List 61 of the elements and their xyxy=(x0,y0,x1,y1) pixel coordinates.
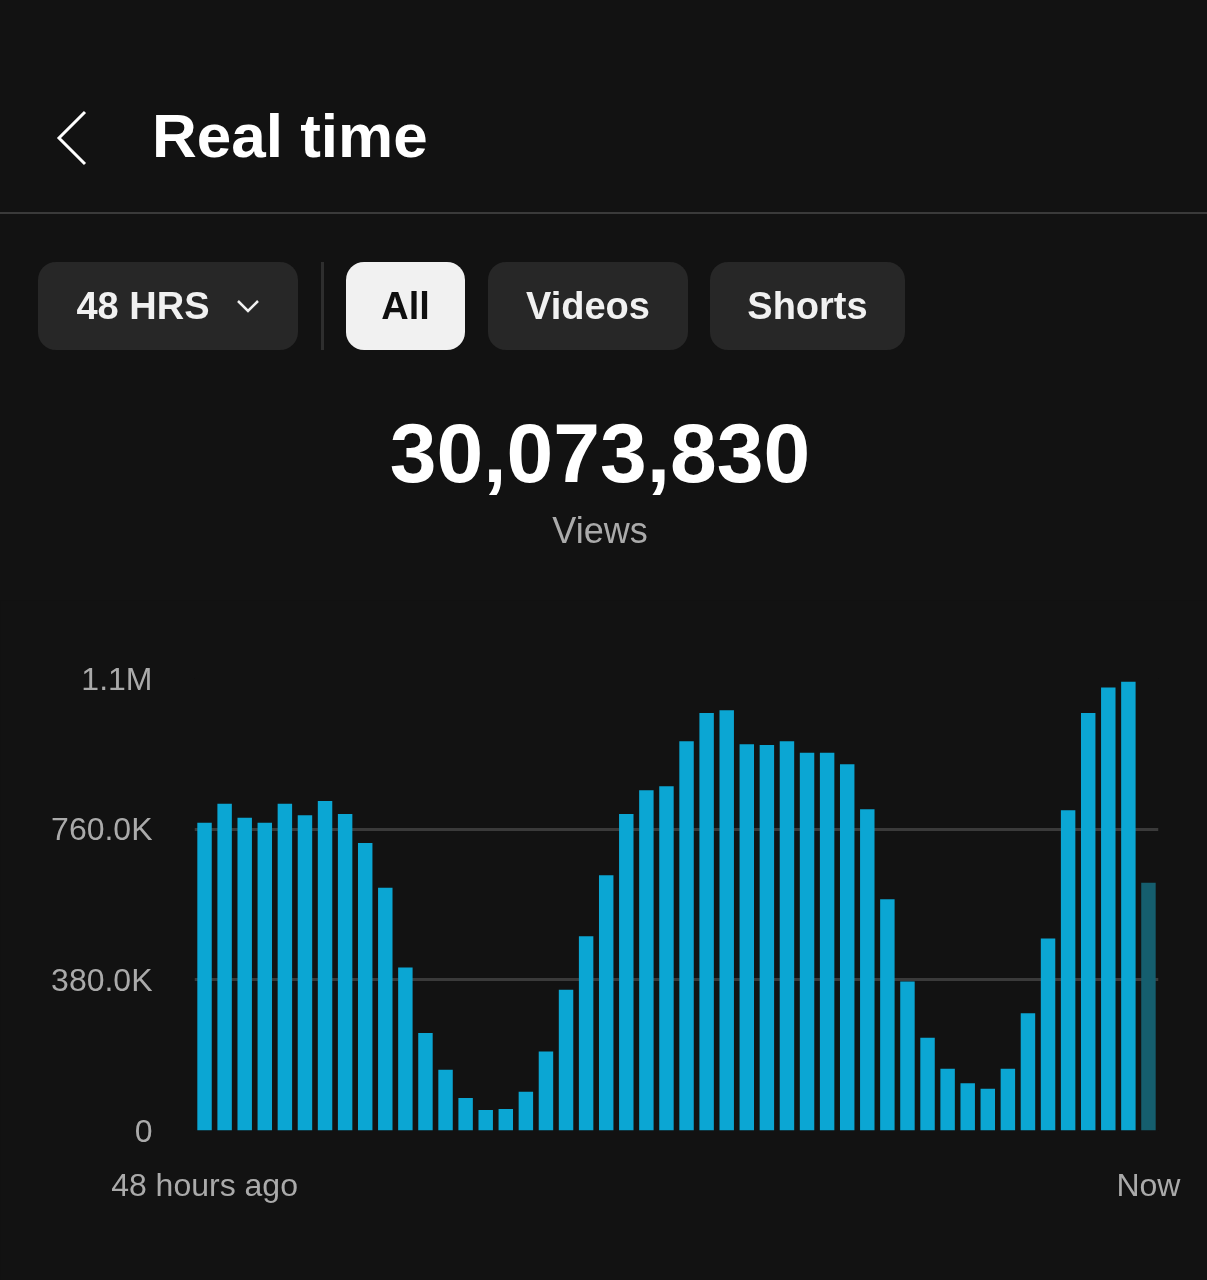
bar xyxy=(739,744,755,1131)
bar xyxy=(659,786,674,1131)
bar xyxy=(558,989,574,1131)
bar xyxy=(759,745,775,1131)
y-tick-label: 760.0K xyxy=(51,811,153,848)
bar xyxy=(779,741,795,1131)
bar xyxy=(217,803,232,1131)
bar xyxy=(598,875,614,1131)
bar xyxy=(900,981,915,1131)
bar xyxy=(860,809,875,1131)
bar xyxy=(1101,687,1116,1131)
bar xyxy=(478,1109,493,1131)
bar xyxy=(799,752,815,1131)
chart-title: Real time xyxy=(152,100,428,171)
bar xyxy=(378,887,393,1131)
bar xyxy=(578,936,594,1131)
text: 30,073,830 xyxy=(388,405,812,502)
bar xyxy=(357,843,373,1131)
text: Shorts xyxy=(710,262,905,350)
bar xyxy=(819,752,835,1131)
bar xyxy=(337,814,353,1131)
bar xyxy=(1121,681,1136,1131)
bar xyxy=(197,822,212,1131)
bar xyxy=(699,712,714,1131)
bar xyxy=(1020,1013,1036,1131)
bar xyxy=(317,801,333,1131)
bar xyxy=(458,1097,473,1131)
y-tick-label: 0 xyxy=(134,1112,153,1149)
bar xyxy=(297,815,313,1131)
bar xyxy=(1060,810,1076,1131)
bar xyxy=(839,764,855,1131)
bar xyxy=(538,1051,554,1131)
bar xyxy=(719,710,734,1131)
text: Views xyxy=(551,510,649,552)
bar xyxy=(438,1069,453,1131)
y-tick-label: 1.1M xyxy=(81,660,153,697)
bar xyxy=(498,1109,514,1131)
bar xyxy=(980,1088,996,1131)
text: 48 HRS xyxy=(38,262,298,350)
bar xyxy=(418,1032,433,1131)
bar xyxy=(398,967,413,1131)
bar xyxy=(880,899,895,1131)
bar xyxy=(679,741,694,1131)
x-tick-label: 48 hours ago xyxy=(111,1166,298,1203)
bar xyxy=(639,790,654,1131)
x-tick-label: Now xyxy=(1116,1166,1182,1203)
bar xyxy=(619,814,634,1131)
bar xyxy=(518,1091,534,1131)
bar xyxy=(277,803,293,1131)
bar xyxy=(920,1037,935,1131)
bar xyxy=(1141,882,1156,1131)
bar xyxy=(237,817,252,1131)
text: All xyxy=(346,262,465,350)
bar xyxy=(960,1083,975,1131)
text: Videos xyxy=(488,262,688,350)
bar xyxy=(1040,938,1056,1131)
bar xyxy=(257,822,273,1131)
bar xyxy=(1080,712,1096,1131)
y-tick-label: 380.0K xyxy=(51,961,153,998)
bar xyxy=(940,1068,955,1131)
bar xyxy=(1000,1068,1016,1131)
